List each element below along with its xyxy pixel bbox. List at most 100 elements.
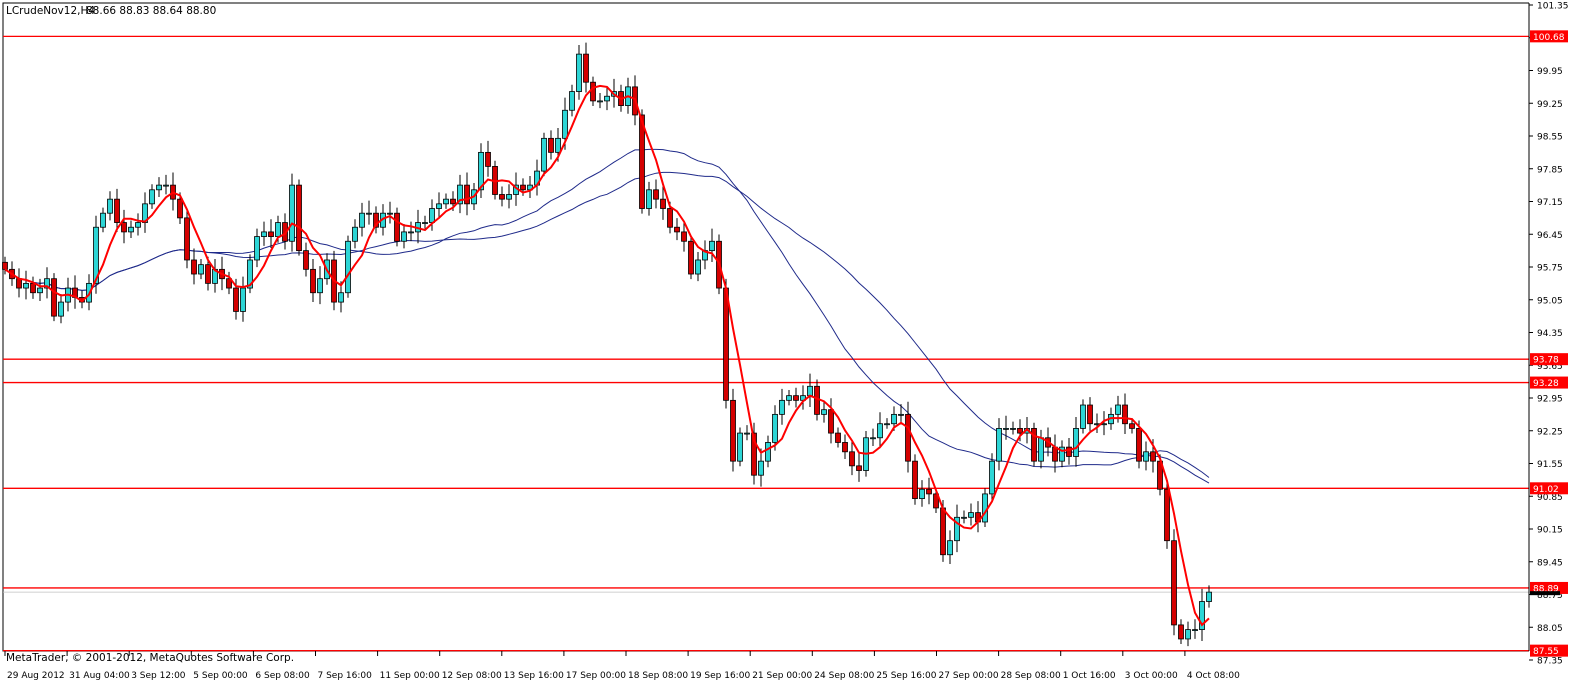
candle: [688, 235, 694, 280]
candle-body: [422, 222, 428, 224]
candle: [674, 218, 680, 241]
candle: [779, 388, 785, 425]
candle-body: [247, 259, 253, 289]
candle-body: [926, 488, 932, 495]
candle-body: [821, 409, 827, 415]
candle-body: [240, 287, 246, 312]
candle-body: [506, 194, 512, 200]
candle: [51, 273, 57, 322]
candle-body: [723, 287, 729, 401]
y-tick-label: 88.05: [1537, 624, 1563, 634]
candle: [401, 223, 407, 249]
candle-body: [345, 240, 351, 294]
candle: [387, 201, 393, 224]
candle-body: [590, 81, 596, 102]
candle: [485, 140, 491, 177]
candle-body: [1206, 591, 1212, 602]
candle-body: [1115, 404, 1121, 415]
candle-body: [737, 432, 743, 462]
candle-body: [786, 395, 792, 401]
candle-body: [373, 212, 379, 228]
candle: [310, 259, 316, 302]
candle-body: [856, 465, 862, 471]
candle: [408, 221, 414, 242]
candle-body: [184, 217, 190, 261]
candle-body: [1129, 423, 1135, 429]
candle-body: [730, 399, 736, 462]
candle-body: [1010, 428, 1016, 430]
candle-body: [1122, 404, 1128, 425]
x-tick-label: 17 Sep 00:00: [566, 671, 626, 681]
candle: [744, 425, 750, 441]
y-tick-label: 98.55: [1537, 133, 1563, 143]
y-tick-label: 92.25: [1537, 427, 1563, 437]
candle-body: [233, 287, 239, 312]
candle: [835, 427, 841, 448]
x-tick-label: 31 Aug 04:00: [69, 671, 130, 681]
current-price-marker: [1530, 591, 1560, 596]
candle: [1122, 393, 1128, 435]
candle: [912, 454, 918, 505]
candle: [499, 186, 505, 207]
candle: [1171, 529, 1177, 636]
candle: [121, 209, 127, 244]
candle-body: [1164, 488, 1170, 542]
candle-body: [114, 198, 120, 223]
candle-body: [898, 413, 904, 416]
candle: [751, 422, 757, 485]
candle-body: [548, 137, 554, 153]
candle-body: [604, 95, 610, 102]
candle: [149, 184, 155, 209]
candle-body: [1143, 451, 1149, 462]
candle: [338, 281, 344, 313]
x-tick-label: 19 Sep 16:00: [690, 671, 750, 681]
candle: [1185, 621, 1191, 647]
candle-body: [562, 109, 568, 139]
candle-body: [828, 409, 834, 434]
level-badge-bg: [1530, 353, 1568, 366]
candle-body: [338, 292, 344, 303]
candle: [1199, 588, 1205, 641]
candle: [1003, 415, 1009, 440]
candle-body: [940, 507, 946, 556]
candle: [1129, 418, 1135, 434]
x-tick-label: 1 Oct 16:00: [1063, 671, 1116, 681]
candle: [1066, 438, 1072, 465]
candle: [506, 184, 512, 209]
candle-body: [457, 184, 463, 205]
candle: [422, 215, 428, 229]
x-tick-label: 6 Sep 08:00: [255, 671, 310, 681]
candle: [100, 207, 106, 233]
candle-body: [366, 212, 372, 215]
candle: [289, 173, 295, 252]
candle-body: [695, 259, 701, 275]
level-price-badge: 100.68: [1530, 30, 1568, 43]
candle: [828, 398, 834, 444]
candle: [268, 219, 274, 248]
candle: [583, 42, 589, 93]
candle-body: [877, 423, 883, 439]
candle-body: [30, 282, 36, 294]
candle-body: [198, 264, 204, 275]
candle: [254, 228, 260, 268]
candle-body: [289, 184, 295, 242]
candle-body: [772, 413, 778, 443]
level-badge-bg: [1530, 376, 1568, 389]
candle-body: [163, 184, 169, 187]
level-badge-label: 88.89: [1533, 584, 1559, 594]
candle: [821, 400, 827, 423]
candle-body: [1136, 428, 1142, 462]
y-tick-label: 93.65: [1537, 362, 1563, 372]
x-tick-label: 24 Sep 08:00: [814, 671, 874, 681]
level-price-badge: 91.02: [1530, 482, 1568, 495]
candle: [191, 248, 197, 285]
candle-body: [128, 226, 134, 233]
x-tick-label: 13 Sep 16:00: [504, 671, 564, 681]
candle-body: [2, 261, 8, 270]
candle: [849, 441, 855, 476]
y-tick-label: 95.75: [1537, 264, 1563, 274]
candle: [128, 220, 134, 239]
x-tick-label: 27 Sep 00:00: [939, 671, 999, 681]
